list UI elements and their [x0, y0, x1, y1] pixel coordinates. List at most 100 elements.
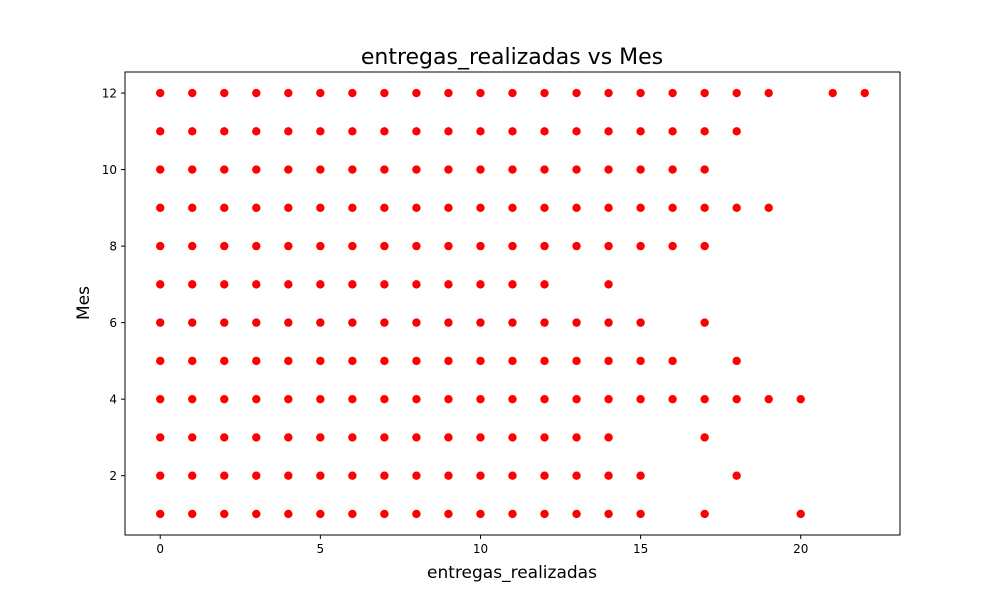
data-point	[476, 280, 485, 289]
data-point	[700, 509, 709, 519]
data-point	[444, 165, 453, 174]
data-point	[540, 203, 549, 213]
data-point	[540, 165, 549, 174]
data-point	[636, 127, 645, 136]
data-point	[380, 203, 389, 213]
data-point	[220, 280, 229, 289]
data-point	[508, 88, 517, 98]
data-point	[380, 471, 389, 480]
data-point	[476, 318, 485, 327]
data-point	[572, 203, 581, 213]
data-point	[444, 88, 453, 98]
data-point	[252, 394, 261, 404]
data-point	[540, 88, 549, 98]
data-point	[380, 433, 389, 442]
data-point	[412, 471, 421, 480]
data-point	[252, 318, 261, 327]
data-point	[572, 165, 581, 174]
data-point	[284, 165, 293, 174]
data-point	[700, 433, 709, 442]
data-point	[732, 127, 741, 136]
data-point	[604, 433, 613, 442]
data-point	[764, 88, 773, 98]
data-point	[476, 203, 485, 213]
data-point	[540, 394, 549, 404]
data-point	[668, 356, 677, 366]
data-point	[188, 356, 197, 366]
data-point	[220, 203, 229, 213]
data-point	[348, 509, 357, 519]
data-point	[348, 318, 357, 327]
data-point	[252, 509, 261, 519]
data-point	[604, 127, 613, 136]
data-point	[508, 318, 517, 327]
y-axis-label: Mes	[74, 286, 94, 320]
y-tick-label: 8	[109, 240, 117, 254]
data-point	[540, 509, 549, 519]
data-point	[380, 165, 389, 174]
data-point	[156, 88, 165, 98]
data-point	[444, 127, 453, 136]
data-point	[220, 394, 229, 404]
data-point	[508, 509, 517, 519]
data-point	[700, 203, 709, 213]
data-point	[444, 203, 453, 213]
y-tick-label: 12	[102, 87, 117, 101]
data-point	[284, 433, 293, 442]
data-point	[540, 241, 549, 251]
data-point	[220, 165, 229, 174]
data-point	[540, 356, 549, 366]
data-point	[412, 165, 421, 174]
data-point	[828, 88, 837, 98]
data-point	[188, 318, 197, 327]
data-point	[636, 241, 645, 251]
data-point	[476, 127, 485, 136]
data-point	[508, 471, 517, 480]
y-tick-label: 10	[102, 163, 117, 177]
data-point	[412, 203, 421, 213]
y-tick-label: 2	[109, 469, 117, 483]
data-point	[732, 356, 741, 366]
data-point	[508, 394, 517, 404]
data-point	[156, 241, 165, 251]
data-point	[220, 433, 229, 442]
x-axis-ticks: 0 5 10 15 20	[156, 535, 808, 556]
data-point	[188, 241, 197, 251]
data-point	[156, 433, 165, 442]
data-point	[284, 127, 293, 136]
data-point	[636, 356, 645, 366]
data-point	[636, 88, 645, 98]
data-point	[252, 280, 261, 289]
data-point	[540, 318, 549, 327]
data-point	[252, 433, 261, 442]
data-point	[380, 356, 389, 366]
data-point	[412, 88, 421, 98]
data-point	[604, 165, 613, 174]
data-point	[636, 471, 645, 480]
data-point	[316, 433, 325, 442]
data-point	[348, 127, 357, 136]
data-point	[860, 88, 869, 98]
data-point	[604, 280, 613, 289]
data-point	[700, 127, 709, 136]
data-point	[252, 127, 261, 136]
data-point	[412, 318, 421, 327]
data-point	[316, 394, 325, 404]
data-point	[668, 203, 677, 213]
data-point	[476, 471, 485, 480]
data-point	[572, 318, 581, 327]
data-point	[156, 203, 165, 213]
data-point	[700, 241, 709, 251]
data-point	[604, 509, 613, 519]
data-point	[508, 241, 517, 251]
data-point	[156, 280, 165, 289]
data-point	[316, 88, 325, 98]
data-point	[380, 509, 389, 519]
data-point	[220, 509, 229, 519]
data-point	[508, 433, 517, 442]
data-point	[380, 127, 389, 136]
data-point	[348, 203, 357, 213]
data-point	[284, 471, 293, 480]
data-point	[444, 356, 453, 366]
data-point	[380, 241, 389, 251]
